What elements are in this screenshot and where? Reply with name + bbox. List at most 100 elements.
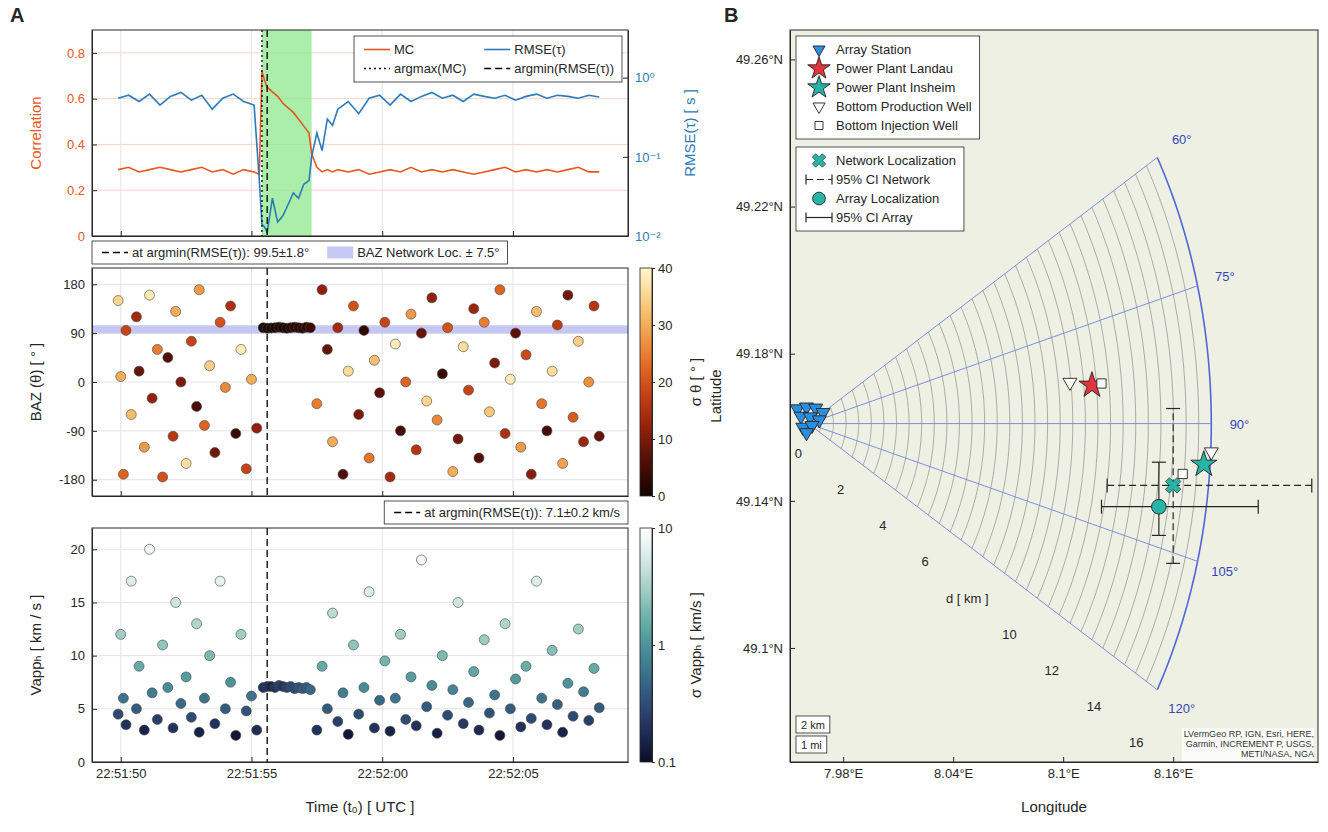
scatter-point (516, 722, 526, 732)
x-axis-tick: 22:52:00 (357, 757, 408, 781)
colorbar (640, 528, 652, 762)
legend: at argmin(RMSE(τ)): 99.5±1.8°BAZ Network… (92, 241, 508, 264)
y-axis-tick-mark (92, 431, 97, 432)
plot-frame (92, 528, 628, 762)
grid (92, 528, 628, 762)
y-axis-tick-label: 0 (78, 755, 85, 770)
legend-label: MC (394, 42, 414, 57)
label-patch (1000, 626, 1018, 643)
vertical-line (267, 268, 268, 496)
scatter-point (500, 429, 510, 439)
scatter-point (443, 710, 453, 720)
azimuth-label: 60° (1172, 132, 1192, 147)
scatter-point (322, 344, 332, 354)
x-axis-tick-mark (121, 491, 122, 496)
scatter-point (333, 717, 343, 727)
scatter-point (348, 640, 358, 650)
legend-swatch (809, 150, 829, 170)
legend-item: Bottom Injection Well (815, 118, 958, 133)
confidence-interval-cap (1311, 478, 1312, 492)
scatter-point (226, 677, 236, 687)
legend-label: Power Plant Insheim (836, 80, 955, 95)
vertical-line (267, 30, 268, 236)
scatter-point (215, 317, 225, 327)
scatter-point (432, 415, 442, 425)
y2-axis-title: RMSE(τ) [ s ] (681, 89, 698, 177)
label-patch (1085, 698, 1103, 715)
azimuth-label: 120° (1168, 701, 1195, 716)
scatter-point (168, 431, 178, 441)
line-series (118, 92, 599, 232)
scatter-point (579, 687, 589, 697)
legend-item: RMSE(τ) (484, 42, 565, 57)
scatter-point (453, 597, 463, 607)
attribution-text: Garmin, INCREMENT P, USGS, (1186, 739, 1314, 749)
legend: at argmin(RMSE(τ)): 7.1±0.2 km/s (384, 501, 628, 524)
scatter-point (241, 464, 251, 474)
scatter-point (526, 469, 536, 479)
scatter-point (317, 661, 327, 671)
legend-label: Network Localization (836, 153, 956, 168)
scatter-point (145, 544, 155, 554)
colorbar-tick-label: 20 (658, 375, 672, 390)
x-axis-tick-label: 22:52:00 (357, 766, 408, 781)
scatter-point (139, 442, 149, 452)
scatter-point (348, 301, 358, 311)
colorbar-tick-mark (652, 496, 655, 497)
scatter-point (568, 412, 578, 422)
legend-label: Bottom Production Well (836, 99, 972, 114)
y-axis-tick-mark (92, 53, 97, 54)
x-axis-title: Time (t₀) [ UTC ] (306, 798, 415, 815)
scatter-point (437, 369, 447, 379)
scatter-point (328, 437, 338, 447)
x-axis-line (93, 236, 629, 237)
scatter-point (252, 423, 262, 433)
y-axis-tick-mark (92, 656, 97, 657)
y-axis-tick-label: 49.18°N (736, 346, 783, 361)
scatter-point (479, 635, 489, 645)
scatter-point (411, 721, 421, 731)
legend-item: BAZ Network Loc. ± 7.5° (327, 245, 499, 260)
scatter-point (147, 688, 157, 698)
legend-swatch (394, 512, 420, 513)
x-axis-tick: 22:52:05 (488, 757, 539, 781)
y-axis-tick-label: 5 (78, 701, 85, 716)
scatter-point (194, 285, 204, 295)
confidence-interval-cap (1166, 408, 1180, 409)
scatter-point (134, 661, 144, 671)
y-axis-tick-label: 20 (71, 542, 85, 557)
azimuth-ray (808, 286, 1197, 424)
scale-bar-box (796, 716, 830, 733)
label-patch (1170, 131, 1194, 148)
y-axis: 00.20.40.60.8 (67, 31, 97, 244)
legend-swatch (484, 49, 510, 51)
x-axis-tick (121, 491, 122, 496)
confidence-interval-cap (1107, 478, 1108, 492)
scatter-point (338, 469, 348, 479)
scatter-point (126, 410, 136, 420)
scatter-point (500, 619, 510, 629)
scatter-point (343, 366, 353, 376)
legend-swatch (805, 175, 806, 185)
scatter-point (484, 708, 494, 718)
x-axis-tick-label: 22:52:05 (488, 766, 539, 781)
scatter-point (511, 674, 521, 684)
scatter-point (579, 437, 589, 447)
y-axis-line (790, 31, 791, 763)
localization-marker (1162, 474, 1185, 497)
scatter-point (118, 693, 128, 703)
legend-label: argmax(MC) (394, 61, 466, 76)
legend-swatch (364, 68, 390, 69)
grid-line (92, 549, 628, 550)
y-axis: 05101520 (71, 529, 97, 770)
y-axis-tick: 49.18°N (736, 346, 795, 361)
scatter-point (584, 377, 594, 387)
scatter-point (490, 358, 500, 368)
map-frame (790, 30, 1318, 762)
label-patch (1127, 734, 1145, 751)
legend-swatch (831, 213, 832, 223)
scatter-point (526, 713, 536, 723)
scatter-point (194, 727, 204, 737)
scatter-point (113, 296, 123, 306)
legend-swatch (806, 217, 832, 218)
